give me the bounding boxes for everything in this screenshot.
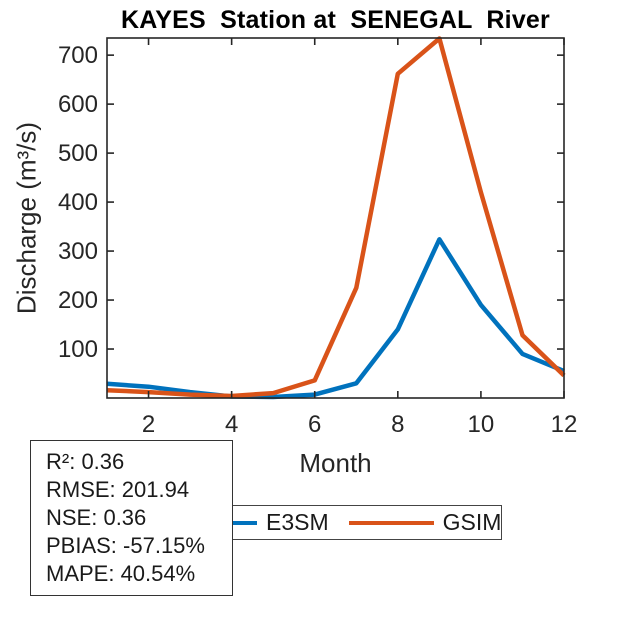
y-tick-label: 700 xyxy=(58,42,98,69)
chart-title: KAYES Station at SENEGAL River xyxy=(121,6,550,34)
series-line-gsim xyxy=(106,36,566,399)
y-axis-ticks: 100 200 300 400 500 600 700 xyxy=(58,42,564,363)
stat-mape: MAPE: 40.54% xyxy=(46,561,196,586)
x-tick-label: 4 xyxy=(225,411,238,438)
stats-annotation-box: R²: 0.36 RMSE: 201.94 NSE: 0.36 PBIAS: -… xyxy=(30,440,233,596)
stat-rmse: RMSE: 201.94 xyxy=(46,477,190,502)
y-tick-label: 100 xyxy=(58,336,98,363)
x-tick-label: 2 xyxy=(142,411,155,438)
axes-box xyxy=(106,37,565,399)
stat-r2: R²: 0.36 xyxy=(46,449,125,474)
legend-item-gsim: GSIM xyxy=(348,509,502,535)
y-tick-label: 500 xyxy=(58,140,98,167)
legend-label-e3sm: E3SM xyxy=(266,509,329,535)
legend-label-gsim: GSIM xyxy=(442,509,502,535)
y-tick-label: 300 xyxy=(58,238,98,265)
x-axis-label: Month xyxy=(299,448,372,478)
series-line-e3sm xyxy=(106,237,565,400)
y-tick-label: 200 xyxy=(58,287,98,314)
y-axis-label: Discharge (m³/s) xyxy=(11,121,42,315)
stat-pbias: PBIAS: -57.15% xyxy=(46,533,205,558)
stat-nse: NSE: 0.36 xyxy=(46,505,147,530)
y-tick-label: 400 xyxy=(58,189,98,216)
x-axis-ticks: 2 4 6 8 10 12 xyxy=(142,38,577,438)
y-tick-label: 600 xyxy=(58,91,98,118)
x-tick-label: 6 xyxy=(308,411,321,438)
x-tick-label: 8 xyxy=(391,411,404,438)
gsim-line-swatch xyxy=(348,520,434,525)
x-tick-label: 10 xyxy=(468,411,495,438)
x-tick-label: 12 xyxy=(551,411,578,438)
